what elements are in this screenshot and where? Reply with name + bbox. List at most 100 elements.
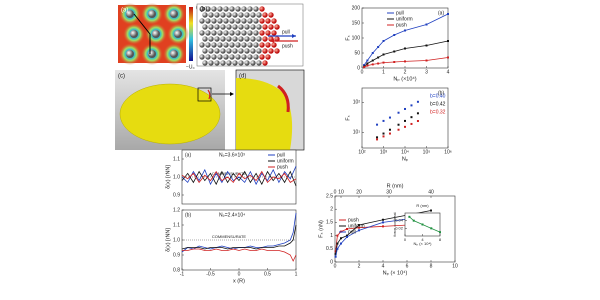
marker: [421, 223, 424, 226]
pull-label: pull: [282, 29, 290, 35]
particle: [208, 24, 214, 30]
x2-axis-label: R (nm): [387, 183, 404, 189]
marker: [371, 59, 374, 62]
marker: [334, 255, 337, 258]
x-axis-label: Nₚ (× 10⁴): [414, 241, 433, 246]
marker: [358, 224, 360, 227]
marker: [412, 219, 415, 222]
x-tick-label: 3: [425, 69, 428, 75]
y-tick-label: 1.2: [173, 207, 180, 213]
x-tick-label: 8: [439, 237, 442, 242]
y-tick-label: 1: [330, 233, 333, 239]
marker: [430, 209, 432, 212]
x-tick-label: 10⁴: [401, 149, 409, 155]
x2-tick-label: 30: [386, 189, 392, 195]
particle: [247, 30, 253, 36]
colorbar: [189, 7, 193, 61]
particle: [199, 54, 205, 60]
edge-particle: [274, 36, 280, 42]
edge-particle: [262, 24, 268, 30]
marker: [376, 136, 379, 139]
edge-particle: [265, 30, 271, 36]
particle: [205, 18, 211, 24]
y-tick-label: 0: [330, 259, 333, 265]
marker: [382, 218, 384, 221]
y-tick-label: 50: [354, 50, 360, 56]
particle: [229, 54, 235, 60]
x-tick-label: 10²: [358, 149, 366, 155]
sphere: [126, 50, 134, 58]
y-axis-label: Fₛ (nN): [318, 220, 324, 238]
marker: [334, 253, 337, 256]
marker: [371, 52, 374, 54]
particle: [253, 30, 259, 36]
particle: [253, 18, 259, 24]
marker: [346, 228, 348, 230]
particle: [217, 42, 223, 48]
particle: [253, 54, 259, 60]
particle: [223, 6, 229, 12]
particle: [223, 18, 229, 24]
particle-panel: pull push (b): [196, 3, 304, 67]
x-tick-label: 1: [382, 69, 385, 75]
x-tick-label: 0: [334, 263, 337, 269]
particle: [214, 24, 220, 30]
annotation: b=0.42: [430, 101, 446, 107]
x-tick-label: 4: [447, 69, 450, 75]
marker: [430, 227, 433, 230]
y-axis-label: force contrast: [392, 211, 397, 236]
marker: [447, 13, 449, 15]
plot-frame: [361, 7, 449, 69]
plot-frame: [361, 87, 449, 149]
particle: [223, 54, 229, 60]
marker: [408, 215, 411, 218]
edge-particle: [265, 18, 271, 24]
x-axis-label: Nₚ (× 10⁴): [383, 269, 408, 276]
marker: [404, 107, 406, 110]
sphere: [170, 50, 178, 58]
chart: 0 4 8 0.02 0.04 Nₚ (× 10⁴) R (nm) force contras…: [392, 203, 442, 246]
marker: [425, 59, 428, 62]
x2-tick-label: 20: [356, 189, 362, 195]
marker: [377, 46, 380, 48]
chart: 10² 10³ 10⁴ 10⁵ 10⁶ 10¹ 10² b=0.40 b=0.42 b=0.32 (…: [345, 87, 452, 162]
particle: [238, 48, 244, 54]
particle: [217, 18, 223, 24]
edge-particle: [265, 54, 271, 60]
marker: [404, 60, 406, 63]
marker: [336, 242, 339, 245]
disc-panel: (c) (d): [115, 69, 305, 151]
particle: [244, 36, 250, 42]
y-axis-label: Fₛ: [345, 115, 351, 120]
marker: [366, 59, 369, 62]
particle: [256, 60, 262, 66]
particle: [220, 24, 226, 30]
particle: [250, 48, 256, 54]
particle: [244, 12, 250, 18]
zoom-edge: [277, 84, 290, 113]
disc: [119, 83, 221, 145]
particle: [241, 42, 247, 48]
arrow-head: [270, 39, 274, 43]
y-tick-label: 0.5: [326, 246, 333, 252]
edge-particle: [271, 42, 277, 48]
particle: [199, 18, 205, 24]
push-label: push: [282, 43, 293, 49]
marker: [410, 122, 413, 125]
marker: [382, 53, 385, 56]
marker: [388, 128, 391, 131]
particle: [220, 48, 226, 54]
legend-label: uniform: [348, 223, 365, 229]
edge-particle: [262, 60, 268, 66]
y-tick-label: 0.02: [395, 225, 404, 230]
marker: [382, 119, 385, 122]
edge-particle: [262, 36, 268, 42]
particle: [211, 6, 217, 12]
marker: [382, 40, 385, 42]
x-tick-label: 4: [421, 237, 424, 242]
x-tick-label: 0: [361, 69, 364, 75]
